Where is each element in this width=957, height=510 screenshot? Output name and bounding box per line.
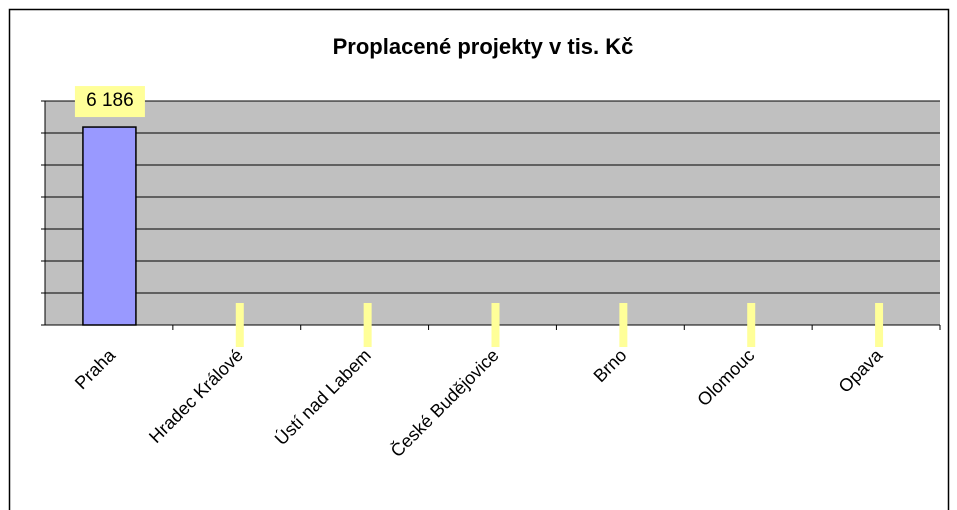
chart-title: Proplacené projekty v tis. Kč <box>333 34 634 59</box>
data-label: 6 186 <box>86 90 134 111</box>
data-label-box <box>363 303 372 347</box>
data-label-box <box>491 303 500 347</box>
plot-area <box>45 101 940 325</box>
data-label-box <box>619 303 628 347</box>
data-label-box <box>235 303 244 347</box>
data-label-box <box>747 303 756 347</box>
bar <box>82 126 137 326</box>
data-label-box <box>875 303 884 347</box>
data-label-box <box>74 86 145 118</box>
